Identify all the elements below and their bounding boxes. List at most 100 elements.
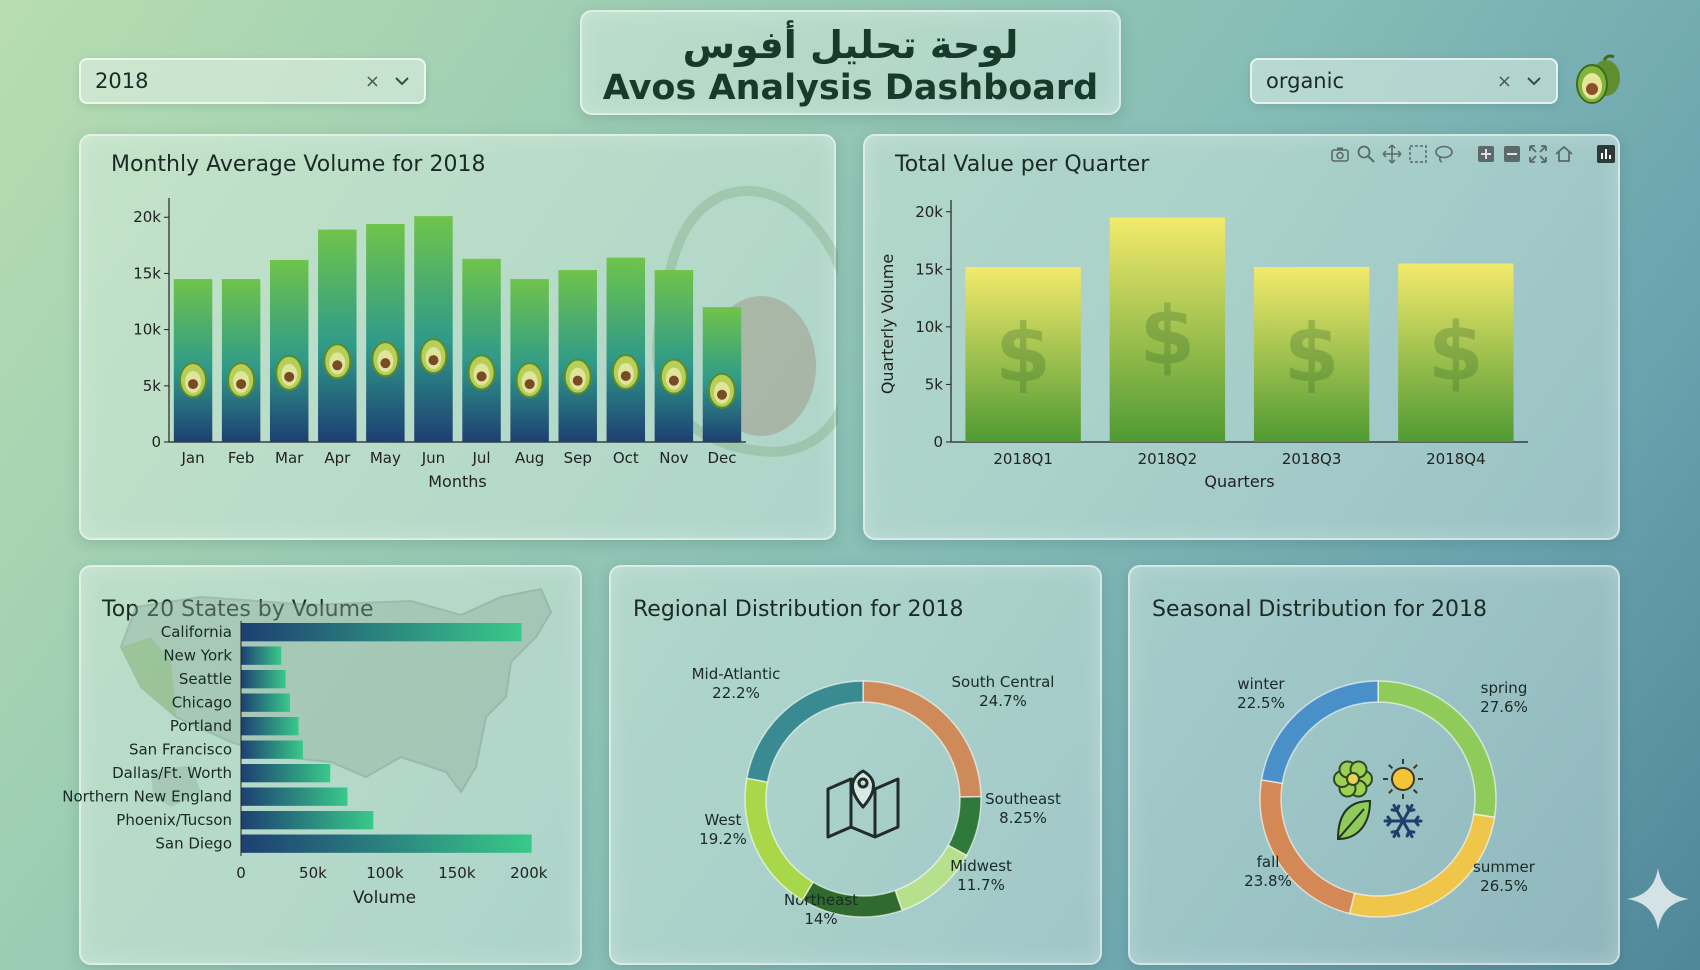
donut-slice[interactable]: [1377, 680, 1497, 819]
state-bar[interactable]: [241, 787, 348, 806]
monthly-volume-card: Monthly Average Volume for 2018 0 5k 10k 15…: [79, 134, 838, 540]
sparkle-icon: [1627, 868, 1689, 930]
year-clear-icon[interactable]: ×: [364, 70, 380, 92]
slice-label: fall: [1257, 853, 1280, 871]
monthly-bar[interactable]: [558, 270, 597, 442]
state-bar[interactable]: [241, 717, 299, 736]
state-label: Northern New England: [62, 788, 232, 806]
state-label: San Francisco: [129, 741, 232, 759]
monthly-bar[interactable]: [510, 279, 549, 442]
zoom-out-icon[interactable]: [1502, 144, 1522, 164]
slice-percent: 11.7%: [957, 876, 1005, 894]
pan-icon[interactable]: [1382, 144, 1402, 164]
plotly-logo-icon[interactable]: [1596, 144, 1616, 164]
x-axis-title: Volume: [353, 888, 416, 908]
y-tick-label: 10k: [915, 318, 943, 336]
quarterly-value-chart: 0 5k 10k 15k 20k $2018Q1 $2018Q2 $2018Q3 $2018Q4…: [878, 200, 1528, 491]
monthly-bar[interactable]: [269, 259, 309, 442]
slice-label: spring: [1481, 679, 1528, 697]
x-tick-label: 0: [236, 864, 246, 882]
top-states-chart: California New York Seattle Chicago Portland…: [62, 587, 553, 908]
year-dropdown[interactable]: 2018 ×: [79, 58, 426, 104]
avocado-icon: [1576, 54, 1620, 104]
donut-slice[interactable]: [1259, 779, 1356, 915]
seasonal-distribution-card: Seasonal Distribution for 2018 spring 27.…: [1128, 565, 1620, 965]
quarterly-bar[interactable]: [965, 267, 1081, 442]
donut-slice[interactable]: [745, 680, 864, 783]
state-label: San Diego: [155, 835, 232, 853]
dollar-icon: $: [1284, 307, 1340, 400]
slice-label: Midwest: [950, 857, 1012, 875]
x-tick-label: Dec: [707, 449, 736, 467]
x-tick-label: 2018Q2: [1138, 450, 1198, 468]
state-bar[interactable]: [241, 764, 331, 783]
autoscale-icon[interactable]: [1528, 144, 1548, 164]
monthly-bar[interactable]: [606, 257, 646, 442]
state-label: California: [161, 623, 232, 641]
state-bar[interactable]: [241, 693, 290, 712]
slice-label: winter: [1237, 675, 1285, 693]
y-tick-label: 15k: [133, 264, 161, 282]
monthly-bar[interactable]: [462, 258, 501, 442]
avocado-bar-icon: [227, 362, 256, 399]
avocado-bar-icon: [371, 341, 400, 378]
y-axis-title: Quarterly Volume: [878, 254, 897, 394]
state-bar[interactable]: [241, 646, 282, 665]
zoom-icon[interactable]: [1356, 144, 1376, 164]
monthly-bar[interactable]: [366, 223, 405, 442]
x-axis-title: Months: [428, 472, 486, 491]
x-tick-label: 50k: [299, 864, 327, 882]
monthly-bar[interactable]: [318, 229, 357, 442]
home-icon[interactable]: [1554, 144, 1574, 164]
slice-percent: 22.2%: [712, 684, 760, 702]
zoom-in-icon[interactable]: [1476, 144, 1496, 164]
type-dropdown[interactable]: organic ×: [1250, 58, 1558, 104]
state-bar[interactable]: [241, 740, 303, 759]
state-bar[interactable]: [241, 670, 286, 689]
state-bar[interactable]: [241, 811, 374, 830]
y-tick-label: 0: [933, 433, 943, 451]
seasonal-chart-title: Seasonal Distribution for 2018: [1152, 597, 1488, 622]
quarterly-bar[interactable]: [1253, 267, 1370, 442]
monthly-bar[interactable]: [414, 216, 453, 442]
donut-slice[interactable]: [1260, 680, 1379, 785]
monthly-bar[interactable]: [173, 279, 213, 442]
quarterly-bar[interactable]: [1398, 263, 1514, 442]
box-select-icon[interactable]: [1408, 144, 1428, 164]
chevron-down-icon[interactable]: [394, 73, 410, 89]
top-states-card: Top 20 States by Volume California New Yo…: [62, 565, 582, 965]
chevron-down-icon[interactable]: [1526, 73, 1542, 89]
regional-distribution-card: Regional Distribution for 2018 South Cen…: [609, 565, 1102, 965]
x-tick-label: Oct: [613, 449, 639, 467]
y-tick-label: 20k: [915, 203, 943, 221]
state-bar[interactable]: [241, 623, 522, 642]
slice-percent: 26.5%: [1480, 877, 1528, 895]
state-label: Portland: [170, 717, 232, 735]
regional-chart-title: Regional Distribution for 2018: [633, 597, 964, 622]
x-tick-label: Jun: [421, 449, 445, 467]
slice-label: Southeast: [985, 790, 1061, 808]
donut-slice[interactable]: [947, 795, 982, 857]
monthly-bar[interactable]: [654, 270, 694, 442]
x-tick-label: Apr: [324, 449, 351, 467]
x-tick-label: Aug: [515, 449, 544, 467]
donut-slice[interactable]: [894, 844, 968, 912]
state-bar[interactable]: [241, 834, 532, 853]
y-tick-label: 10k: [133, 321, 161, 339]
avocado-bar-icon: [467, 354, 496, 391]
slice-percent: 23.8%: [1244, 872, 1292, 890]
sun-icon: [1383, 759, 1423, 799]
x-tick-label: 150k: [438, 864, 476, 882]
avocado-bar-icon: [515, 362, 544, 399]
type-clear-icon[interactable]: ×: [1496, 70, 1512, 92]
camera-icon[interactable]: [1330, 144, 1350, 164]
avocado-bar-icon: [611, 353, 640, 390]
x-axis-title: Quarters: [1204, 472, 1274, 491]
donut-slice[interactable]: [862, 680, 982, 798]
slice-label: West: [705, 811, 742, 829]
lasso-icon[interactable]: [1434, 144, 1454, 164]
quarterly-bar[interactable]: [1109, 217, 1226, 442]
donut-slice[interactable]: [744, 777, 815, 902]
monthly-bar[interactable]: [221, 279, 261, 442]
